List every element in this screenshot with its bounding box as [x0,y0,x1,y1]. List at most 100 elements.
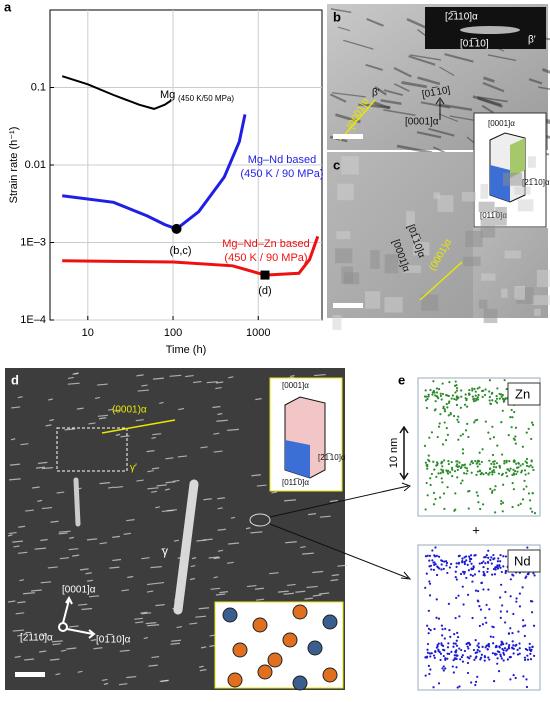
atom-dot [426,465,429,468]
streak [141,612,152,615]
atom-dot [471,461,475,465]
atom-dot [491,573,494,576]
atom-dot [432,568,436,572]
atom-dot [479,608,483,611]
atom-dot [502,483,505,486]
atom-dot [428,580,431,583]
atom-dot [497,670,501,673]
atom-dot [435,464,438,467]
atom-dot [521,463,524,466]
atom-dot [532,654,536,657]
atom-dot [501,647,504,651]
atom-dot [529,464,532,467]
streak [119,649,130,652]
marker [260,270,270,280]
blob [536,269,550,288]
atom-dot [463,472,466,475]
atom-dot [444,658,447,661]
streak [78,603,88,606]
atom-dot [494,485,497,488]
streak [396,144,433,155]
atom-dot [473,658,476,661]
streak [12,629,25,632]
atom-dot [504,590,507,594]
atom-dot [480,460,483,464]
streak [8,600,16,603]
atom-dot [505,649,508,652]
atom-dot [485,621,488,624]
atom-dot [492,469,495,472]
atom-dot [447,462,450,466]
streak [68,548,79,551]
atom-dot [426,554,429,557]
atom-dot [525,678,528,681]
atom-dot [441,469,445,472]
atom-dot [427,609,430,612]
label: γ [162,544,168,558]
streak [209,644,215,648]
streak [169,374,182,377]
atom-dot [428,652,431,655]
atom-dot [440,624,443,627]
atom-dot [500,583,503,586]
atom-dot [440,460,443,464]
atom-dot [442,492,446,495]
atom-dot [505,642,508,645]
atom-dot [432,460,435,463]
atom-dot [496,560,500,563]
streak [115,433,121,436]
atom-dot [488,399,491,402]
atom-dot [467,435,470,439]
atom-dot [529,652,532,655]
blob [336,231,351,240]
atom-dot [455,389,459,392]
atom-dot [457,594,460,597]
x-tick-label: 1000 [246,327,270,339]
atom-dot [440,568,443,571]
atom-dot [512,644,515,647]
atom-dot [522,625,525,628]
streak [196,539,207,542]
atom-dot [482,560,485,563]
atom-dot [466,469,469,472]
atom-dot [505,387,508,391]
atom-dot [452,645,455,648]
atom-dot [518,605,522,608]
label: (0001)α [112,405,147,416]
streak [170,642,181,645]
atom-dot [532,468,535,472]
blob [421,294,439,311]
streak [17,601,26,604]
atom-dot [429,388,432,392]
atom-dot [441,559,444,563]
blob [402,265,421,273]
atom-dot [523,656,527,659]
plane-line [419,261,463,301]
atom-dot [463,561,466,564]
atom-dot [431,391,434,394]
atom-dot [440,477,443,480]
atom-dot [478,650,481,653]
atom-dot [477,600,480,603]
atom-dot [476,418,479,421]
streak [134,617,143,620]
atom-dot [514,426,518,429]
streak [56,491,65,494]
region-ellipse [249,513,271,527]
atom-dot [500,570,503,574]
atom-dot [519,502,522,505]
atom-dot [515,462,518,465]
atom-dot [424,674,427,677]
atom-dot [474,394,477,397]
atom-dot [524,460,527,463]
plane-line [339,99,376,141]
streak [538,86,550,90]
streak [126,519,135,522]
atom-dot [465,559,468,562]
atom-dot [528,648,531,651]
atom-dot [440,642,443,645]
streak [428,127,455,137]
streak [114,485,124,489]
atom [282,632,298,648]
streak [143,636,149,640]
